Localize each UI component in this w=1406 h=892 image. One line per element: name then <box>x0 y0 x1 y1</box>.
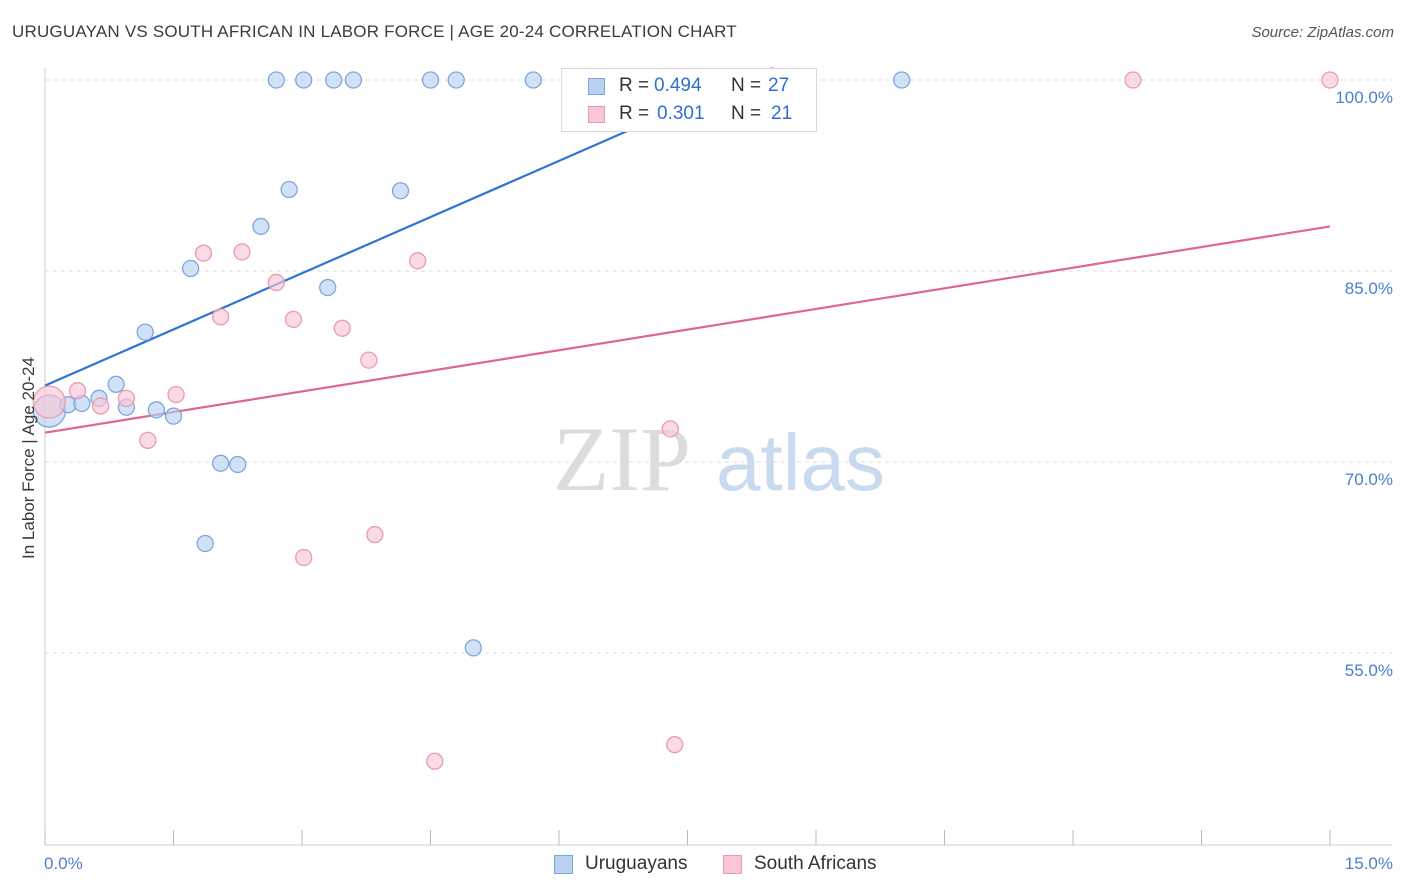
y-tick-label: 85.0% <box>1345 279 1393 298</box>
axes <box>44 68 1392 846</box>
point-south-africans <box>408 252 427 270</box>
y-tick-label: 55.0% <box>1345 661 1393 680</box>
point-uruguayans <box>524 71 542 89</box>
point-uruguayans <box>229 455 247 474</box>
point-uruguayans <box>136 323 154 341</box>
point-south-africans <box>366 525 384 544</box>
watermark: ZIP atlas <box>553 408 885 510</box>
y-tick-labels: 55.0% 70.0% 85.0% 100.0% <box>1335 88 1393 680</box>
chart-title: URUGUAYAN VS SOUTH AFRICAN IN LABOR FORC… <box>12 22 737 41</box>
source-label: Source: ZipAtlas.com <box>1251 24 1394 41</box>
legend-swatch-uruguayans <box>588 77 605 95</box>
legend-r-value: 0.494 <box>654 75 702 96</box>
point-south-africans <box>233 243 251 261</box>
legend-n-value: 27 <box>768 75 790 96</box>
legend-label-uruguayans: Uruguayans <box>585 853 688 874</box>
point-south-africans <box>139 431 157 450</box>
data-points <box>32 71 1339 770</box>
point-uruguayans <box>196 534 214 553</box>
legend-swatch-south-africans <box>723 854 742 874</box>
point-uruguayans <box>893 71 911 89</box>
point-south-africans <box>92 397 110 415</box>
point-south-africans <box>661 420 680 438</box>
legend-swatch-south-africans <box>588 105 605 123</box>
point-south-africans <box>1321 71 1339 89</box>
legend-n-label: N = <box>731 75 762 96</box>
stats-legend: R = 0.494 N = 27 R = 0.301 N = 21 <box>561 68 817 132</box>
y-tick-label: 100.0% <box>1335 88 1393 107</box>
grid-lines <box>45 79 1392 654</box>
legend-item-south-africans: South Africans <box>723 853 877 875</box>
point-south-africans <box>68 382 87 400</box>
point-uruguayans <box>147 401 166 419</box>
point-uruguayans <box>107 375 125 393</box>
point-uruguayans <box>280 180 298 199</box>
point-south-africans <box>194 244 213 262</box>
point-south-africans <box>295 548 313 567</box>
point-south-africans <box>1124 71 1142 89</box>
legend-r-value: 0.301 <box>657 103 705 124</box>
legend-n-label: N = <box>731 103 762 124</box>
legend-r-label: R = <box>619 75 650 96</box>
legend-swatch-uruguayans <box>554 854 573 874</box>
point-south-africans <box>211 308 230 326</box>
point-uruguayans <box>319 278 337 297</box>
point-uruguayans <box>252 217 270 236</box>
point-uruguayans <box>181 259 200 278</box>
x-tick-labels: 0.0% 15.0% <box>44 854 1393 873</box>
point-uruguayans <box>447 71 465 89</box>
watermark-atlas: atlas <box>716 418 885 507</box>
point-south-africans <box>167 385 185 404</box>
y-axis-label: In Labor Force | Age 20-24 <box>19 357 38 559</box>
point-uruguayans <box>421 71 440 89</box>
legend-r-label: R = <box>619 103 650 124</box>
point-uruguayans <box>164 407 183 425</box>
legend-item-uruguayans: Uruguayans <box>554 853 687 875</box>
point-uruguayans <box>464 639 482 657</box>
point-south-africans <box>333 319 351 337</box>
point-uruguayans <box>211 454 230 472</box>
point-uruguayans <box>391 182 410 200</box>
point-south-africans <box>360 351 378 369</box>
point-south-africans <box>426 752 444 770</box>
point-uruguayans <box>325 71 343 89</box>
series-legend: Uruguayans South Africans <box>0 850 1406 880</box>
legend-n-value: 21 <box>771 103 793 124</box>
point-uruguayans <box>295 71 313 89</box>
point-uruguayans <box>344 71 363 89</box>
point-uruguayans <box>267 71 285 89</box>
legend-label-south-africans: South Africans <box>754 853 877 874</box>
point-south-africans <box>117 389 136 407</box>
point-south-africans <box>666 736 684 754</box>
point-south-africans <box>284 310 303 329</box>
trend-line-uruguayans <box>44 103 688 387</box>
x-tick-label: 15.0% <box>1345 854 1393 873</box>
x-tick-label: 0.0% <box>44 854 83 873</box>
point-south-africans <box>267 273 285 292</box>
point-south-africans <box>32 385 66 419</box>
y-tick-label: 70.0% <box>1345 470 1393 489</box>
trend-line-south-africans <box>44 225 1331 434</box>
